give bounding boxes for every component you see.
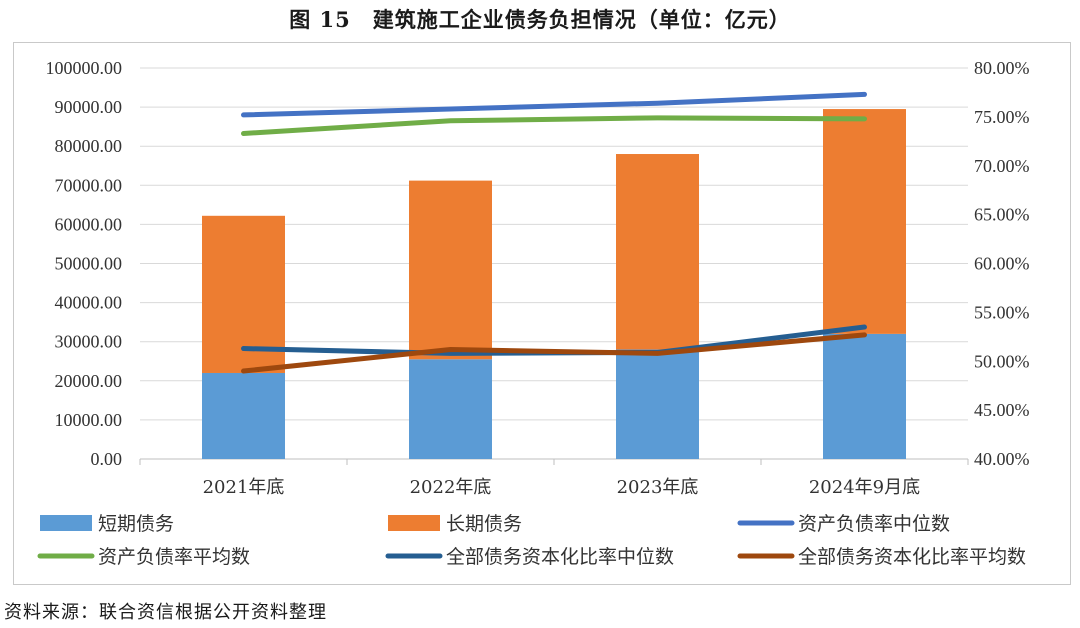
right-tick-label: 75.00% <box>974 107 1030 127</box>
bar-short-term-debt <box>823 333 906 459</box>
right-tick-label: 55.00% <box>974 302 1030 322</box>
legend-swatch-long-term-debt <box>388 515 440 531</box>
left-tick-label: 10000.00 <box>55 410 123 430</box>
bar-long-term-debt <box>823 109 906 334</box>
right-tick-label: 50.00% <box>974 351 1030 371</box>
right-tick-label: 70.00% <box>974 156 1030 176</box>
right-tick-label: 40.00% <box>974 449 1030 469</box>
left-tick-label: 50000.00 <box>55 254 123 274</box>
legend-label: 长期债务 <box>446 513 522 535</box>
bar-long-term-debt <box>409 180 492 360</box>
left-tick-label: 80000.00 <box>55 136 123 156</box>
right-tick-label: 45.00% <box>974 400 1030 420</box>
source-note: 资料来源：联合资信根据公开资料整理 <box>4 602 327 623</box>
left-tick-label: 90000.00 <box>55 97 123 117</box>
chart-title: 图 15 建筑施工企业债务负担情况（单位：亿元） <box>289 7 791 32</box>
bar-long-term-debt <box>616 154 699 350</box>
legend-label: 资产负债率平均数 <box>98 546 250 568</box>
category-label: 2021年底 <box>203 477 285 498</box>
left-tick-label: 60000.00 <box>55 214 123 234</box>
legend-swatch-short-term-debt <box>40 515 92 531</box>
chart-frame <box>13 42 1071 585</box>
left-tick-label: 30000.00 <box>55 332 123 352</box>
bar-short-term-debt <box>409 359 492 459</box>
left-tick-label: 70000.00 <box>55 175 123 195</box>
left-tick-label: 0.00 <box>91 449 123 469</box>
line-asset-liability-mean <box>241 115 867 136</box>
line-asset-liability-median <box>241 91 867 118</box>
legend-label: 短期债务 <box>98 513 174 535</box>
right-tick-label: 60.00% <box>974 254 1030 274</box>
category-label: 2022年底 <box>410 477 492 498</box>
legend-label: 全部债务资本化比率平均数 <box>798 546 1026 568</box>
category-label: 2023年底 <box>617 477 699 498</box>
line-debt-cap-mean <box>241 332 867 374</box>
legend-label: 资产负债率中位数 <box>798 513 950 535</box>
right-tick-label: 80.00% <box>974 58 1030 78</box>
left-tick-label: 40000.00 <box>55 293 123 313</box>
bar-short-term-debt <box>202 372 285 459</box>
category-label: 2024年9月底 <box>809 477 920 498</box>
left-tick-label: 100000.00 <box>46 58 123 78</box>
legend-label: 全部债务资本化比率中位数 <box>446 546 674 568</box>
right-tick-label: 65.00% <box>974 205 1030 225</box>
bar-short-term-debt <box>616 349 699 459</box>
left-tick-label: 20000.00 <box>55 371 123 391</box>
